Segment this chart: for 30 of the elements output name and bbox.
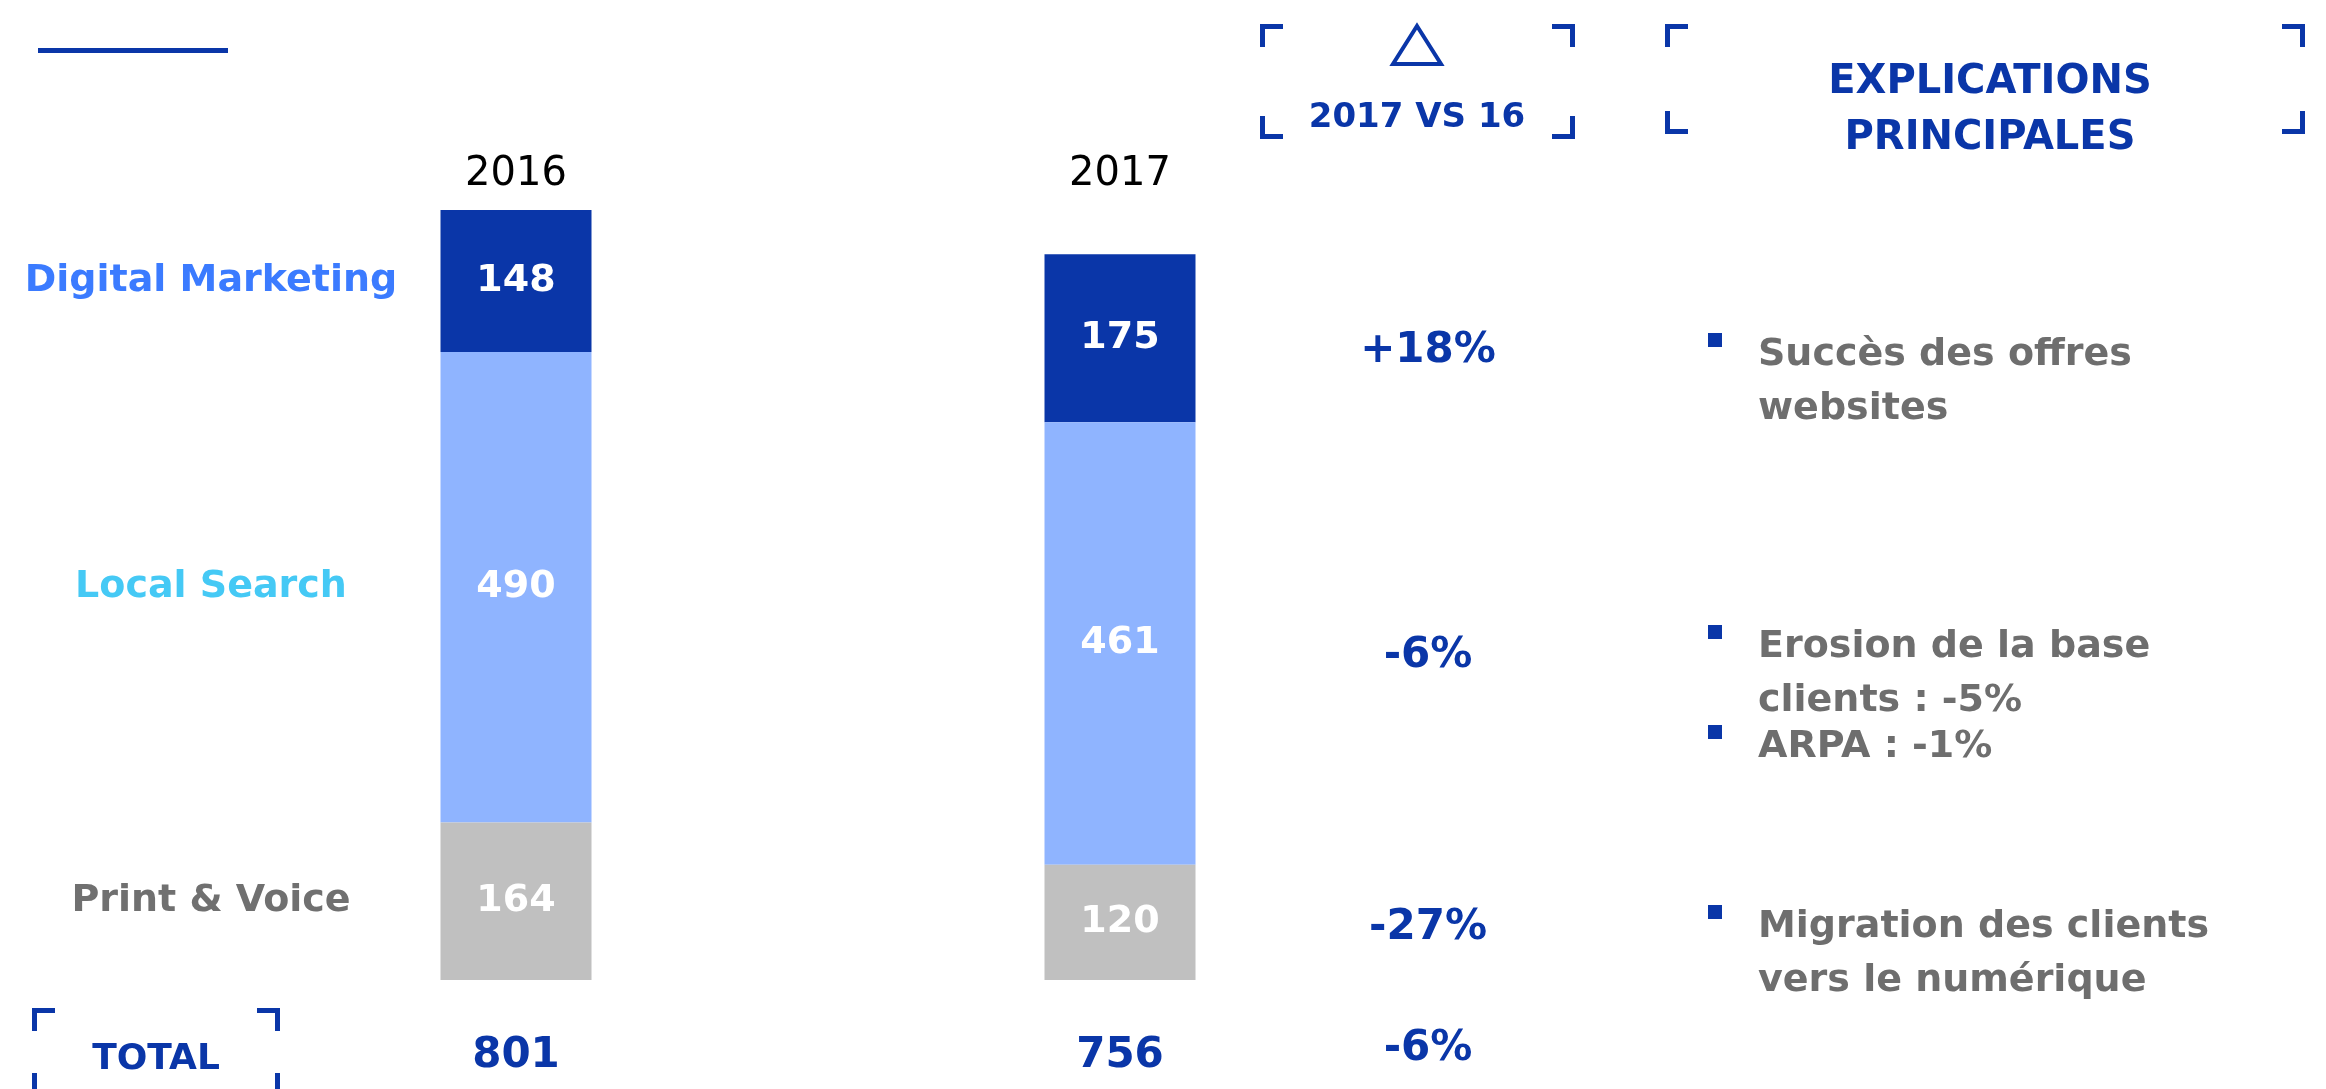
bar [1044,864,1196,980]
bar [440,210,592,353]
text: ARPA : -1% [1758,721,1994,769]
text: TOTAL [91,1034,221,1079]
data-label: 120 [1080,897,1160,942]
bar [440,822,592,980]
series-label: Digital Marketing [24,255,398,300]
text: -6% [1382,1019,1474,1072]
data-label: 490 [476,562,556,607]
bar [440,352,592,823]
x-tick-label: 2017 [1069,148,1171,195]
data-label: 461 [1080,618,1160,663]
text: Succès des offres websites [1758,329,2133,430]
data-label: 148 [476,255,556,300]
text: Local Search [75,562,347,607]
text: EXPLICATIONS PRINCIPALES [1827,55,2153,160]
x-tick-label: 2016 [465,148,567,195]
annotation: +18% [1359,321,1497,374]
total-label: 801 [472,1027,560,1077]
text: 2017 VS 16 [1307,94,1527,138]
bar [1044,422,1196,865]
text: Print & Voice [71,876,351,921]
data-label: 175 [1080,313,1160,358]
total-label: 756 [1076,1027,1164,1077]
annotation: -27% [1368,898,1488,951]
text: Migration des clients vers le numérique [1758,901,2210,1002]
text: Erosion de la base clients : -5% [1758,622,2151,720]
data-label: 164 [476,876,556,921]
annotation: -6% [1382,626,1474,679]
bar [1044,254,1196,423]
